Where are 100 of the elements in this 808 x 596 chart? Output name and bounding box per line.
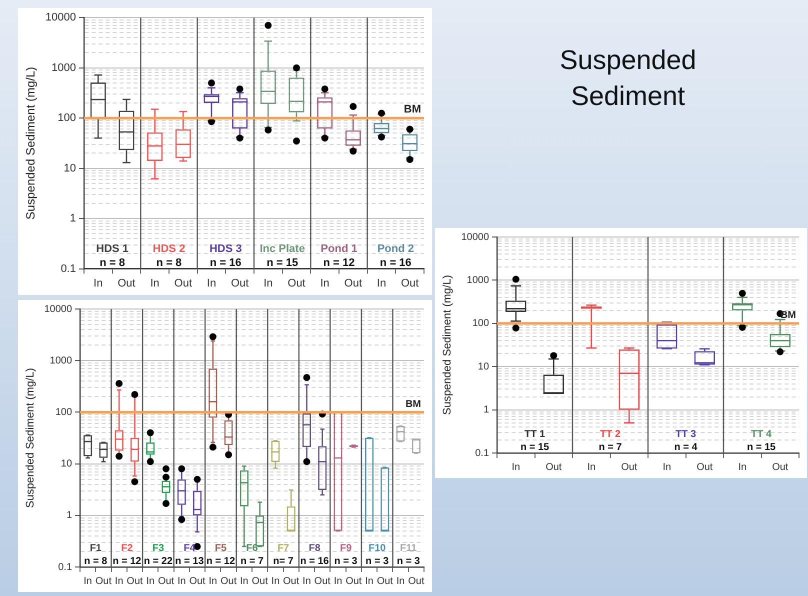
series-label: F9 xyxy=(340,543,352,554)
y-axis-title: Suspended Sediment (mg/L) xyxy=(24,66,38,220)
text: Pond 1 xyxy=(320,242,358,255)
text: TT 1 xyxy=(524,429,546,440)
y-tick-label: 0.1 xyxy=(58,562,72,573)
annotation: n = 3 xyxy=(366,556,390,567)
x-tick-label: Out xyxy=(174,277,192,290)
series-label: F6 xyxy=(246,543,258,554)
text: F1 xyxy=(90,543,102,554)
annotation: n = 4 xyxy=(674,442,698,453)
annotation: n = 3 xyxy=(334,556,358,567)
annotation: n = 8 xyxy=(100,256,126,269)
x-tick-label: Out xyxy=(230,277,249,290)
ref-line-label: BM xyxy=(404,104,421,116)
x-tick-label: Out xyxy=(408,576,424,587)
text: Suspended Sediment xyxy=(558,44,698,113)
x-tick-label: Out xyxy=(189,576,206,587)
x-tick-label: In xyxy=(396,576,405,587)
annotation: n = 7 xyxy=(240,556,264,567)
x-tick-label: Out xyxy=(126,576,144,587)
y-tick-label: 100 xyxy=(58,112,76,124)
text: HDS 2 xyxy=(152,242,186,255)
y-tick-label: 10 xyxy=(60,458,72,470)
y-tick-label: 10000 xyxy=(45,12,76,24)
text: TT 4 xyxy=(750,429,772,440)
annotation: n = 15 xyxy=(520,442,550,453)
x-tick-label: In xyxy=(84,576,92,587)
x-tick-label: In xyxy=(662,462,672,473)
annotation: n = 8 xyxy=(156,256,182,269)
annotation: n = 12 xyxy=(323,256,355,269)
y-tick-label: 0.1 xyxy=(475,448,490,459)
annotation: n= 7 xyxy=(273,556,294,567)
x-tick-label: In xyxy=(150,277,160,290)
y-tick-label: 1000 xyxy=(52,62,76,74)
ref-line-label: BM xyxy=(405,398,421,410)
y-tick-label: 0.1 xyxy=(60,262,76,275)
annotation: n = 12 xyxy=(112,556,142,567)
x-tick-label: Out xyxy=(696,462,713,473)
x-tick-label: Out xyxy=(283,576,300,587)
series-label: F10 xyxy=(368,543,386,554)
annotation: n = 8 xyxy=(84,556,108,567)
x-tick-label: In xyxy=(302,576,311,587)
x-tick-label: Out xyxy=(772,462,788,473)
x-tick-label: In xyxy=(208,576,218,587)
text: Inc Plate xyxy=(260,242,305,255)
x-tick-label: In xyxy=(376,277,386,290)
x-tick-label: Out xyxy=(95,576,112,587)
text: HDS 1 xyxy=(96,242,129,255)
annotation: n = 13 xyxy=(175,556,204,567)
text: F5 xyxy=(214,543,228,554)
x-tick-label: In xyxy=(240,576,248,587)
x-tick-label: In xyxy=(271,576,280,587)
y-tick-label: 1 xyxy=(66,510,72,522)
x-tick-label: Out xyxy=(344,277,362,290)
annotation: n = 16 xyxy=(210,256,242,269)
annotation: n = 12 xyxy=(206,556,236,567)
y-tick-label: 100 xyxy=(55,406,72,418)
x-tick-label: In xyxy=(177,576,186,587)
x-tick-label: Out xyxy=(621,462,638,473)
x-tick-label: In xyxy=(512,462,520,473)
x-tick-label: Out xyxy=(252,576,268,587)
text: F11 xyxy=(400,543,418,554)
x-tick-label: In xyxy=(320,277,330,290)
x-tick-label: Out xyxy=(158,576,174,587)
y-axis-title: Suspended Sediment (mg/L) xyxy=(442,274,454,416)
text: F8 xyxy=(308,543,321,554)
x-tick-label: In xyxy=(334,576,342,587)
y-tick-label: 1 xyxy=(70,212,76,225)
annotation: n = 22 xyxy=(144,556,173,567)
ref-line-label: BM xyxy=(780,310,796,322)
y-tick-label: 1000 xyxy=(466,274,490,286)
x-tick-label: Out xyxy=(346,576,362,587)
text: Pond 2 xyxy=(377,242,414,255)
x-tick-label: Out xyxy=(288,277,306,290)
series-label: F7 xyxy=(277,543,290,554)
x-tick-label: In xyxy=(114,576,124,587)
x-tick-label: Out xyxy=(220,576,237,587)
text: F2 xyxy=(121,543,134,554)
annotation: n = 3 xyxy=(396,556,420,567)
x-tick-label: In xyxy=(587,462,596,473)
x-tick-label: In xyxy=(94,277,103,290)
annotation: n = 15 xyxy=(266,256,298,269)
text: F3 xyxy=(152,543,164,554)
text: HDS 3 xyxy=(209,242,242,255)
y-tick-label: 10 xyxy=(64,162,76,174)
y-tick-label: 100 xyxy=(472,318,490,330)
x-tick-label: In xyxy=(206,277,216,290)
x-tick-label: In xyxy=(264,277,273,290)
y-tick-label: 10000 xyxy=(44,304,72,315)
x-tick-label: In xyxy=(738,462,747,473)
text: F4 xyxy=(184,543,196,554)
x-tick-label: In xyxy=(146,576,155,587)
text: TT 3 xyxy=(675,429,696,440)
annotation: n = 16 xyxy=(380,256,412,269)
annotation: n = 7 xyxy=(598,442,622,453)
x-tick-label: Out xyxy=(400,277,419,290)
annotation: n = 16 xyxy=(300,556,330,567)
y-tick-label: 1 xyxy=(483,404,490,416)
x-tick-label: Out xyxy=(118,277,136,290)
x-tick-label: Out xyxy=(546,462,562,473)
